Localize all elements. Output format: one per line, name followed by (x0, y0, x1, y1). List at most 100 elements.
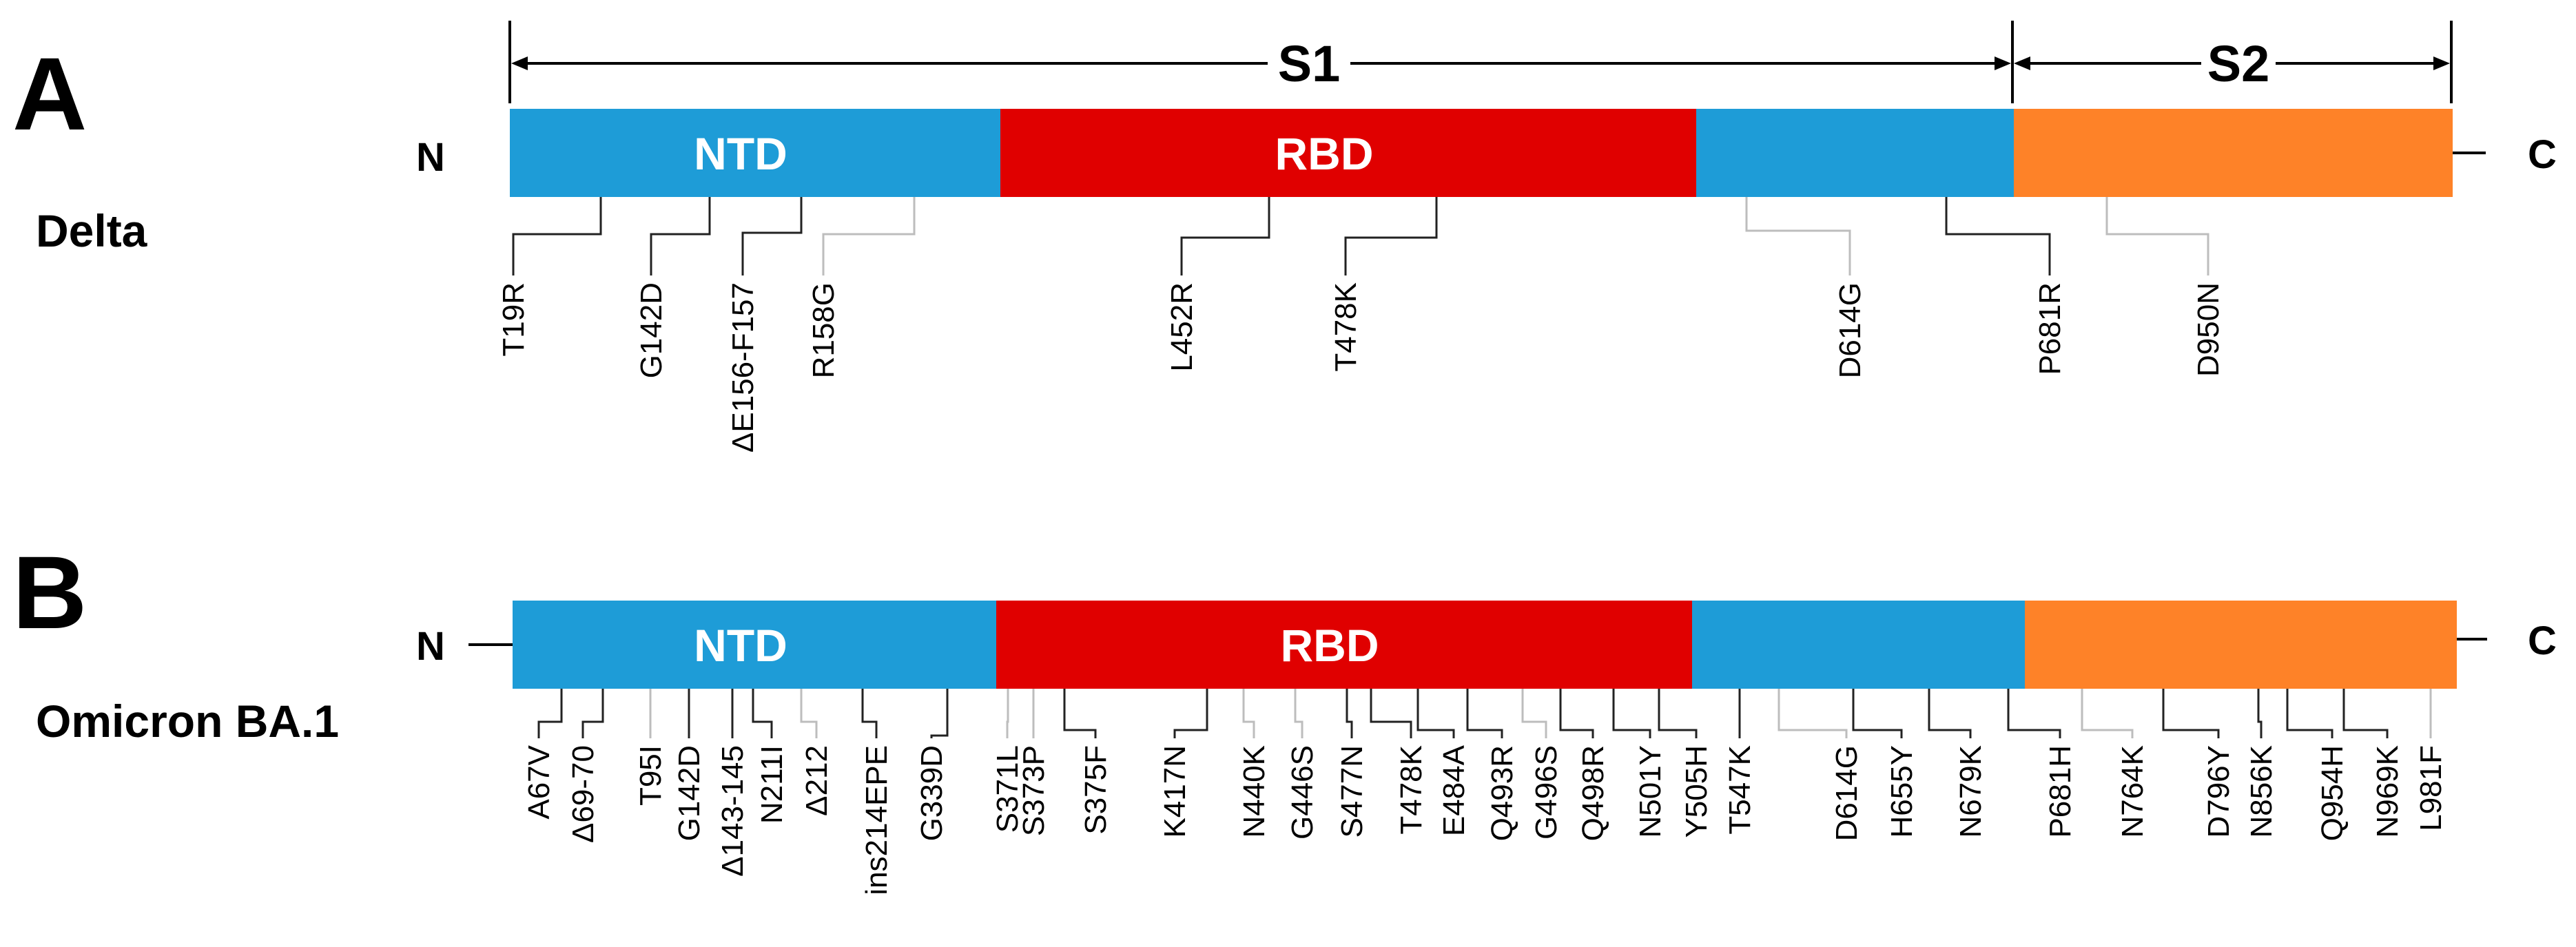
mutation-label: G339D (915, 745, 949, 841)
leader-line-delta-8 (2105, 197, 2209, 275)
mutation-label: R158G (807, 282, 841, 378)
mutation-label: P681R (2033, 282, 2067, 375)
segment-s1-remainder (1696, 109, 2014, 197)
span-label-s1: S1 (1278, 35, 1341, 92)
panel-a: A Delta S1 S2 N C NTD RBD T19R G142D ΔE1 (12, 21, 2557, 452)
leader-line-omicron-29 (2162, 689, 2220, 738)
subunit-span (508, 21, 2453, 103)
leader-line-omicron-1 (581, 689, 604, 738)
mutation-label: Q498R (1576, 745, 1610, 841)
mutation-label: G142D (672, 745, 706, 841)
n-terminus-label: N (416, 624, 445, 669)
leader-line-omicron-14 (1294, 689, 1304, 738)
mutation-label: Y505H (1680, 745, 1713, 838)
leader-line-omicron-19 (1521, 689, 1547, 738)
span-label-s2: S2 (2207, 35, 2270, 92)
mutation-label: S375F (1079, 745, 1113, 835)
arrowhead-s2-start (2014, 56, 2030, 70)
mutation-labels-delta: T19R G142D ΔE156-F157 R158G L452R T478K D614G P… (497, 282, 2225, 452)
mutation-label: H655Y (1885, 745, 1919, 838)
leader-line-omicron-6 (800, 689, 818, 738)
leader-line-omicron-13 (1242, 689, 1255, 738)
mutation-label: ΔE156-F157 (726, 282, 760, 452)
panel-letter-a: A (12, 36, 87, 152)
mutation-label: K417N (1158, 745, 1192, 838)
mutation-label: Δ212 (800, 745, 834, 816)
mutation-label: G496S (1529, 745, 1563, 840)
leader-line-omicron-32 (2342, 689, 2389, 738)
leader-line-omicron-15 (1346, 689, 1353, 738)
domain-label-ntd: NTD (694, 620, 787, 671)
leader-line-delta-0 (512, 197, 602, 275)
mutation-label: Δ143-145 (716, 745, 750, 877)
mutation-label: T547K (1723, 745, 1757, 835)
mutation-label: A67V (522, 745, 556, 819)
mutation-label: N679K (1954, 745, 1988, 838)
c-terminus-label: C (2528, 618, 2557, 663)
mutation-label: N440K (1237, 745, 1271, 838)
mutation-label: N764K (2116, 745, 2150, 838)
leader-line-omicron-11 (1063, 689, 1097, 738)
mutation-label: D614G (1833, 282, 1867, 378)
segment-s2 (2025, 601, 2457, 689)
mutation-label: T19R (497, 282, 530, 357)
leader-line-omicron-27 (2007, 689, 2061, 738)
segment-ntd (510, 109, 1000, 197)
leader-line-omicron-31 (2286, 689, 2333, 738)
mutation-label: N211I (755, 745, 789, 824)
leader-line-omicron-12 (1173, 689, 1208, 738)
leader-line-omicron-0 (537, 689, 563, 738)
leader-line-omicron-30 (2257, 689, 2263, 738)
segment-rbd (996, 601, 1692, 689)
leader-line-omicron-25 (1852, 689, 1903, 738)
mutation-label: G142D (635, 282, 668, 378)
domain-label-rbd: RBD (1275, 128, 1374, 179)
leader-line-omicron-16 (1370, 689, 1412, 738)
mutation-label: ins214EPE (860, 745, 894, 895)
mutation-label: N969K (2371, 745, 2404, 838)
arrowhead-s1-end (1995, 56, 2011, 70)
leader-line-omicron-20 (1559, 689, 1594, 738)
domain-label-rbd: RBD (1281, 620, 1379, 671)
mutation-leaders-delta (512, 197, 2209, 275)
leader-line-omicron-7 (861, 689, 878, 738)
mutation-label: S373P (1017, 745, 1051, 836)
mutation-label: T95I (634, 745, 668, 806)
leader-line-omicron-9 (1006, 689, 1009, 738)
segment-ntd (513, 601, 996, 689)
arrowhead-s1-start (511, 56, 528, 70)
mutation-label: D950N (2192, 282, 2225, 377)
mutation-label: N501Y (1634, 745, 1667, 838)
mutation-label: D614G (1830, 745, 1864, 841)
variant-name-omicron: Omicron BA.1 (36, 696, 339, 747)
leader-line-omicron-24 (1778, 689, 1848, 738)
mutation-label: G446S (1286, 745, 1319, 840)
mutation-labels-omicron: A67V Δ69-70 T95I G142D Δ143-145 N211I Δ212 ins2… (522, 745, 2448, 895)
mutation-label: D796Y (2202, 745, 2236, 838)
leader-line-omicron-28 (2081, 689, 2134, 738)
leader-line-delta-5 (1344, 197, 1438, 275)
leader-line-delta-2 (741, 197, 803, 275)
arrowhead-s2-end (2433, 56, 2450, 70)
mutation-leaders-omicron (537, 689, 2432, 738)
domain-label-ntd: NTD (694, 128, 787, 179)
leader-line-delta-4 (1180, 197, 1270, 275)
mutation-label: S371L (991, 745, 1024, 833)
mutation-label: T478K (1329, 282, 1363, 372)
leader-line-delta-1 (650, 197, 711, 275)
mutation-label: L452R (1165, 282, 1199, 372)
leader-line-omicron-22 (1658, 689, 1698, 738)
mutation-label: L981F (2414, 745, 2448, 831)
variant-name-delta: Delta (36, 205, 148, 256)
panel-letter-b: B (12, 534, 87, 650)
segment-rbd (1000, 109, 1696, 197)
leader-line-omicron-5 (752, 689, 773, 738)
mutation-label: Q954H (2316, 745, 2349, 841)
panel-b: B Omicron BA.1 N C NTD RBD A67V Δ69-70 T95… (12, 534, 2557, 895)
segment-s1-remainder (1692, 601, 2025, 689)
leader-line-delta-7 (1945, 197, 2051, 275)
mutation-label: Δ69-70 (566, 745, 600, 843)
c-terminus-label: C (2528, 132, 2557, 177)
leader-line-omicron-26 (1928, 689, 1972, 738)
segment-s2 (2014, 109, 2453, 197)
